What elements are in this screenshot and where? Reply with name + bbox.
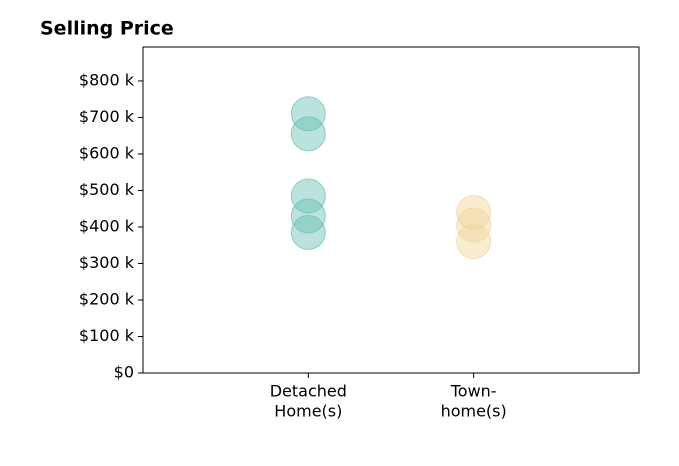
y-tick-label: $400 k [79, 216, 135, 235]
y-tick-label: $0 [114, 363, 134, 382]
x-tick-label: Home(s) [274, 402, 342, 421]
y-tick-label: $600 k [79, 143, 135, 162]
y-tick-label: $300 k [79, 253, 135, 272]
point [290, 116, 326, 152]
chart-title: Selling Price [40, 18, 174, 40]
plot-frame [142, 46, 640, 374]
x-tick-label: Town- [450, 382, 497, 401]
y-tick-label: $700 k [79, 107, 135, 126]
point [290, 198, 326, 234]
point [456, 207, 492, 243]
y-tick-label: $200 k [79, 289, 135, 308]
point [290, 178, 326, 214]
point [290, 96, 326, 132]
point [456, 224, 492, 260]
x-tick-label: home(s) [441, 402, 507, 421]
y-tick-label: $800 k [79, 70, 135, 89]
y-tick-label: $100 k [79, 326, 135, 345]
point [290, 214, 326, 250]
x-tick-label: Detached [270, 382, 347, 401]
y-tick-label: $500 k [79, 180, 135, 199]
point [456, 194, 492, 230]
